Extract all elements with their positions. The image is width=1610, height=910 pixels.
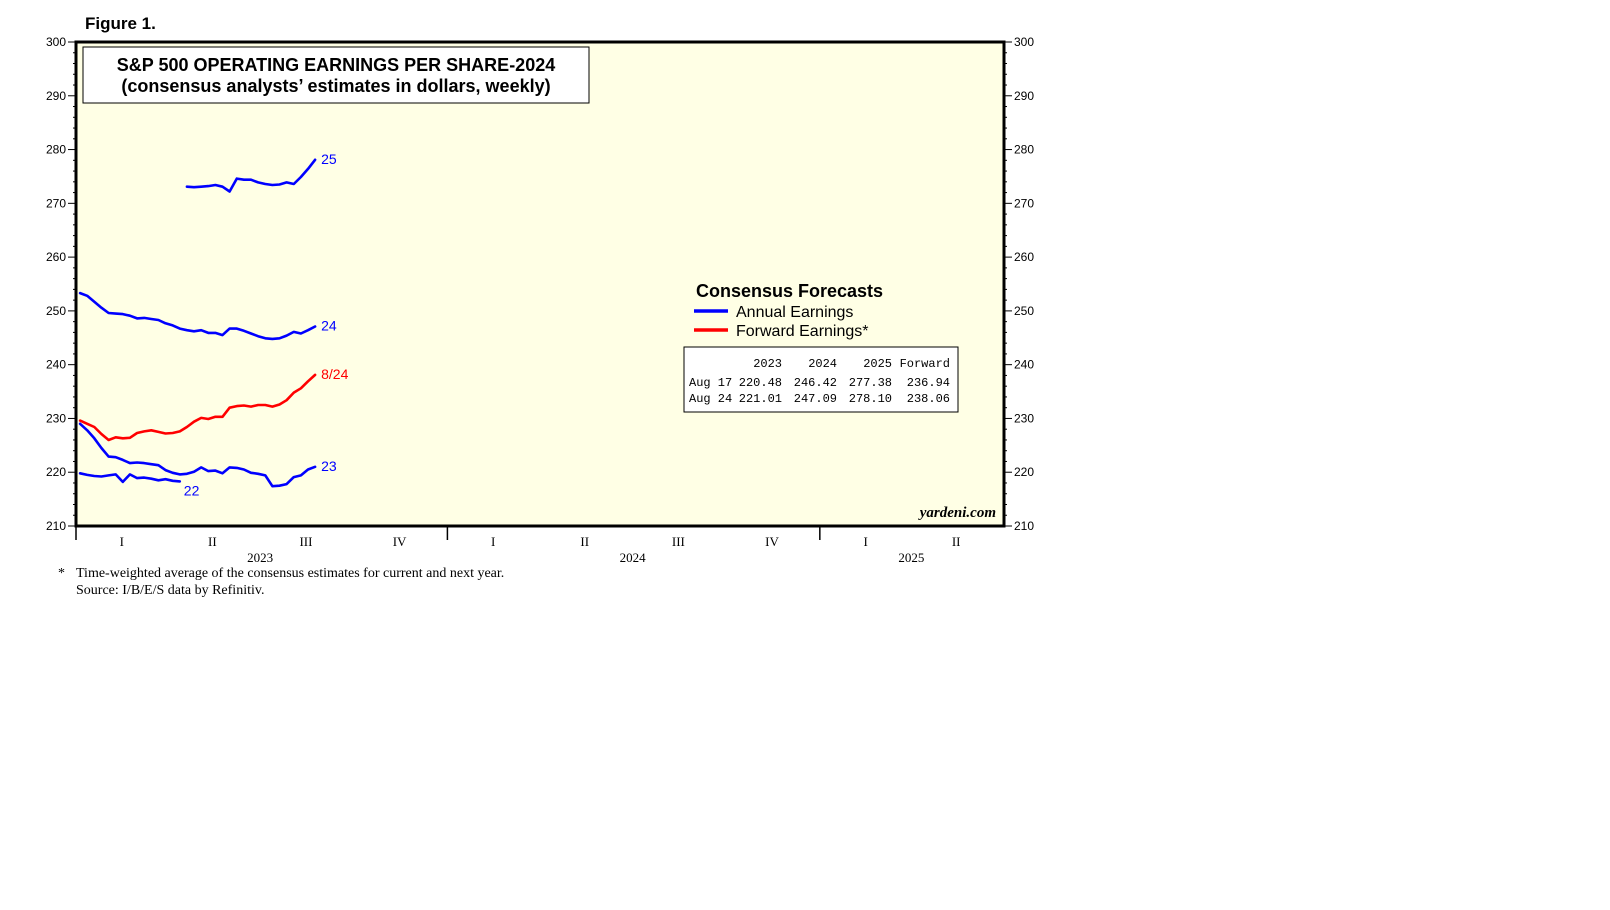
table-header: 2024 <box>808 357 837 371</box>
right-y-axis: 300 290 280 270 260 250 240 230 220 210 <box>1004 35 1034 533</box>
y-tick-label: 240 <box>1014 358 1034 372</box>
table-cell: 277.38 <box>849 376 892 390</box>
y-tick-label: 290 <box>1014 89 1034 103</box>
y-tick-label: 250 <box>46 304 66 318</box>
y-tick-label: 230 <box>46 411 66 425</box>
y-tick-label: 260 <box>46 250 66 264</box>
y-tick-label: 280 <box>46 143 66 157</box>
x-quarter-label: II <box>208 534 217 549</box>
x-quarter-label: I <box>863 534 867 549</box>
table-cell: 220.48 <box>739 376 782 390</box>
y-tick-label: 280 <box>1014 143 1034 157</box>
series-line-24 <box>78 291 317 341</box>
y-tick-label: 300 <box>46 35 66 49</box>
series-line-22 <box>78 471 182 484</box>
series-line-8/24 <box>78 373 317 442</box>
x-year-label: 2025 <box>898 550 924 565</box>
table-header: 2025 <box>863 357 892 371</box>
table-cell: 247.09 <box>794 392 837 406</box>
chart-subtitle: (consensus analysts’ estimates in dollar… <box>121 76 550 96</box>
table-cell: 221.01 <box>739 392 782 406</box>
series-layer: 22 23 24 25 8/24 <box>78 151 349 498</box>
legend-heading: Consensus Forecasts <box>696 281 883 301</box>
footnote-text: Time-weighted average of the consensus e… <box>76 566 504 581</box>
watermark: yardeni.com <box>918 505 996 521</box>
x-year-label: 2023 <box>247 550 273 565</box>
y-tick-label: 240 <box>46 358 66 372</box>
table-header: Forward <box>900 357 950 371</box>
y-tick-label: 210 <box>1014 519 1034 533</box>
title-box <box>82 46 590 104</box>
series-label: 22 <box>184 482 200 498</box>
estimates-table <box>683 346 959 413</box>
left-y-axis: 300 290 280 270 260 250 240 230 220 210 <box>46 35 76 533</box>
y-tick-label: 290 <box>46 89 66 103</box>
x-quarter-label: I <box>120 534 124 549</box>
source-text: Source: I/B/E/S data by Refinitiv. <box>76 583 264 598</box>
y-tick-label: 220 <box>1014 465 1034 479</box>
x-quarter-label: I <box>491 534 495 549</box>
y-tick-label: 270 <box>46 196 66 210</box>
series-label: 8/24 <box>321 366 348 382</box>
legend-annual-label: Annual Earnings <box>736 304 853 321</box>
table-cell: 278.10 <box>849 392 892 406</box>
x-quarter-label: IV <box>765 534 779 549</box>
series-line-25 <box>185 158 317 193</box>
series-label: 24 <box>321 317 337 333</box>
x-quarter-label: III <box>672 534 685 549</box>
estimates-table-text: 2023 2024 2025 Forward Aug 17 220.48 246… <box>689 357 950 406</box>
footnote-star: * <box>58 566 65 581</box>
chart-title: S&P 500 OPERATING EARNINGS PER SHARE-202… <box>117 55 555 75</box>
table-cell: 246.42 <box>794 376 837 390</box>
x-quarter-label: II <box>952 534 961 549</box>
table-header: 2023 <box>753 357 782 371</box>
series-label: 25 <box>321 151 337 167</box>
series-label: 23 <box>321 458 337 474</box>
y-tick-label: 270 <box>1014 196 1034 210</box>
plot-background <box>76 42 1004 526</box>
y-tick-label: 220 <box>46 465 66 479</box>
y-tick-label: 260 <box>1014 250 1034 264</box>
x-quarter-label: IV <box>393 534 407 549</box>
x-quarter-label: III <box>299 534 312 549</box>
series-line-23 <box>78 422 317 488</box>
x-quarter-label: II <box>580 534 589 549</box>
figure-label: Figure 1. <box>85 14 156 33</box>
legend-forward-label: Forward Earnings* <box>736 323 869 340</box>
plot-frame <box>74 40 1006 528</box>
y-tick-label: 300 <box>1014 35 1034 49</box>
y-tick-label: 250 <box>1014 304 1034 318</box>
table-cell: 236.94 <box>907 376 950 390</box>
x-year-label: 2024 <box>620 550 647 565</box>
table-row-label: Aug 24 <box>689 392 732 406</box>
table-row-label: Aug 17 <box>689 376 732 390</box>
table-cell: 238.06 <box>907 392 950 406</box>
y-tick-label: 230 <box>1014 411 1034 425</box>
y-tick-label: 210 <box>46 519 66 533</box>
